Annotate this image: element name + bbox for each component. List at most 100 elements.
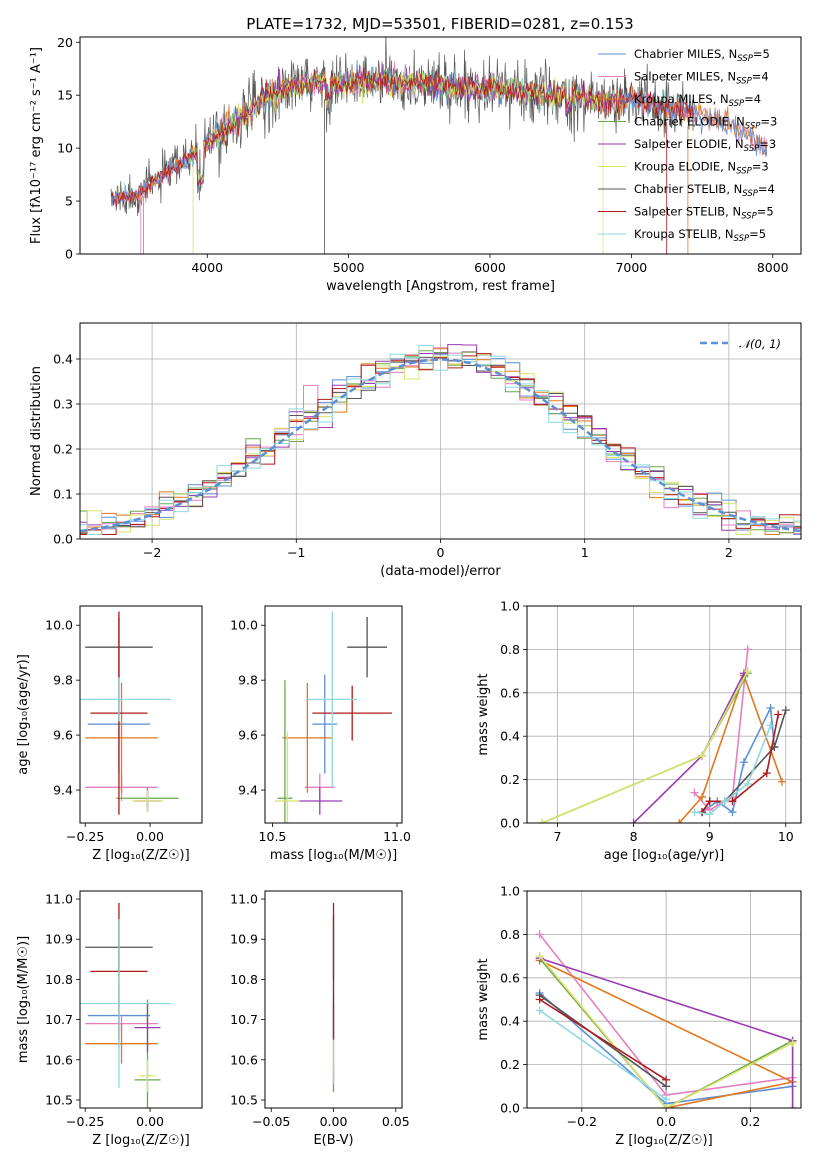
axes-z_age: −0.25 0.00 9.4 9.6 9.8 10.0 Z [log₁₀(Z/Z☉)] age… bbox=[16, 605, 203, 863]
x-tick-label: 5000 bbox=[333, 260, 365, 275]
legend-count: =4 bbox=[758, 182, 775, 196]
x-tick-label: 8 bbox=[630, 829, 638, 844]
weight-marker-kroupa_elodie bbox=[743, 667, 752, 676]
x-tick-label: 0.00 bbox=[136, 829, 164, 844]
legend-subscript: SSP bbox=[745, 122, 761, 132]
x-axis-label: age [log₁₀(age/yr)] bbox=[604, 848, 725, 863]
x-axis-label: E(B-V) bbox=[313, 1133, 353, 1148]
x-tick-label: 2 bbox=[725, 545, 733, 560]
weight-marker-kroupa_miles bbox=[675, 819, 684, 823]
weight-line-kroupa_elodie bbox=[538, 955, 793, 1108]
y-tick-label: 0.6 bbox=[500, 970, 520, 985]
weight-marker-kroupa_elodie bbox=[698, 751, 707, 760]
plot-frame bbox=[526, 890, 802, 1109]
histogram-kroupa_stelib bbox=[80, 345, 801, 535]
y-tick-label: 0.0 bbox=[53, 532, 73, 547]
weight-marker-kroupa_stelib bbox=[720, 797, 729, 806]
x-tick-label: −0.2 bbox=[567, 1114, 597, 1129]
y-tick-label: 1.0 bbox=[500, 884, 520, 899]
y-tick-label: 10.7 bbox=[45, 1012, 73, 1027]
spectrum-line-salpeter_stelib bbox=[110, 67, 695, 208]
y-tick-label: 10.7 bbox=[230, 1012, 258, 1027]
x-tick-label: 6000 bbox=[474, 260, 506, 275]
y-tick-label: 0.8 bbox=[500, 642, 520, 657]
legend-text: Chabrier ELODIE, N bbox=[634, 115, 745, 129]
weight-marker-salpeter_stelib bbox=[662, 1075, 671, 1084]
x-tick-label: 7000 bbox=[615, 260, 647, 275]
x-tick-label: 0.05 bbox=[382, 1114, 410, 1129]
weight-marker-kroupa_elodie bbox=[788, 1038, 797, 1047]
weight-marker-salpeter_elodie bbox=[788, 1104, 797, 1108]
plot-frame bbox=[526, 605, 802, 824]
axes-spectrum: 4000 5000 6000 7000 8000 0 5 10 15 20 wavelength [… bbox=[29, 35, 802, 294]
weight-marker-kroupa_stelib bbox=[690, 808, 699, 817]
legend-subscript: SSP bbox=[736, 77, 752, 87]
x-axis-label: mass [log₁₀(M/M☉)] bbox=[270, 848, 397, 863]
legend-count: =5 bbox=[749, 227, 766, 241]
legend-label-kroupa_stelib: Kroupa STELIB, NSSP=5 bbox=[634, 227, 766, 244]
legend-text: Salpeter MILES, N bbox=[634, 70, 736, 84]
y-tick-label: 1.0 bbox=[500, 599, 520, 614]
y-tick-label: 0.6 bbox=[500, 685, 520, 700]
y-axis-label: mass [log₁₀(M/M☉)] bbox=[16, 936, 31, 1063]
x-tick-label: 8000 bbox=[757, 260, 789, 275]
x-tick-label: 10 bbox=[778, 829, 794, 844]
x-axis-label: wavelength [Angstrom, rest frame] bbox=[326, 279, 555, 294]
y-tick-label: 0.4 bbox=[53, 352, 73, 367]
x-tick-label: 11.0 bbox=[383, 829, 411, 844]
y-tick-label: 0.2 bbox=[500, 772, 520, 787]
weight-marker-kroupa_miles bbox=[698, 792, 707, 801]
weight-marker-kroupa_elodie bbox=[538, 819, 547, 823]
errorbars-mass_age bbox=[274, 611, 393, 823]
plot-frame bbox=[264, 890, 403, 1109]
legend-subscript: SSP bbox=[729, 99, 745, 109]
y-tick-label: 15 bbox=[57, 88, 73, 103]
y-tick-label: 10.0 bbox=[45, 618, 73, 633]
x-axis-label: (data-model)/error bbox=[380, 564, 501, 579]
legend-label-kroupa_miles: Kroupa MILES, NSSP=4 bbox=[634, 92, 761, 109]
y-axis-label: age [log₁₀(age/yr)] bbox=[16, 654, 31, 775]
weight-marker-salpeter_miles bbox=[535, 930, 544, 939]
weight-marker-chabrier_miles bbox=[766, 703, 775, 712]
histogram-layer bbox=[80, 344, 801, 535]
weight-marker-kroupa_elodie bbox=[535, 952, 544, 961]
legend-text: Chabrier STELIB, N bbox=[634, 182, 742, 196]
y-tick-label: 0.2 bbox=[53, 442, 73, 457]
x-tick-label: −0.05 bbox=[252, 1114, 290, 1129]
weight-line-kroupa_stelib bbox=[539, 1009, 667, 1100]
y-axis-label: Flux [fλ10⁻¹⁷ erg cm⁻² s⁻¹ A⁻¹] bbox=[29, 47, 44, 244]
weight-marker-salpeter_stelib bbox=[535, 995, 544, 1004]
legend-label-chabrier_stelib: Chabrier STELIB, NSSP=4 bbox=[634, 182, 775, 199]
legend-label-chabrier_elodie: Chabrier ELODIE, NSSP=3 bbox=[634, 115, 777, 132]
legend-label-salpeter_stelib: Salpeter STELIB, NSSP=5 bbox=[634, 205, 774, 222]
y-tick-label: 9.6 bbox=[238, 728, 258, 743]
legend-text: Kroupa MILES, N bbox=[634, 92, 729, 106]
weight-marker-chabrier_miles bbox=[739, 758, 748, 767]
x-tick-label: 1 bbox=[581, 545, 589, 560]
y-tick-label: 20 bbox=[57, 35, 73, 50]
residual-legend: 𝒩(0, 1) bbox=[700, 337, 781, 351]
axes-residuals: −2 −1 0 1 2 0.0 0.1 0.2 0.3 0.4 (data-model)/error… bbox=[29, 322, 802, 579]
y-tick-label: 5 bbox=[65, 194, 73, 209]
weight-marker-chabrier_miles bbox=[728, 808, 737, 817]
x-tick-label: 10.5 bbox=[259, 829, 287, 844]
legend-subscript: SSP bbox=[742, 189, 758, 199]
x-axis-label: Z [log₁₀(Z/Z☉)] bbox=[92, 848, 189, 863]
legend-count: =3 bbox=[759, 137, 776, 151]
plot-frame bbox=[79, 36, 802, 255]
legend-count: =4 bbox=[744, 92, 761, 106]
plot-frame bbox=[79, 322, 802, 540]
weight-marker-kroupa_elodie bbox=[662, 1104, 671, 1108]
y-tick-label: 0.0 bbox=[500, 1101, 520, 1116]
lines-z_weight bbox=[535, 930, 797, 1108]
weight-marker-kroupa_stelib bbox=[743, 779, 752, 788]
axes-z_weight: −0.2 0.0 0.2 0.0 0.2 0.4 0.6 0.8 1.0 Z [log₁₀(Z/Z… bbox=[476, 884, 802, 1148]
x-tick-label: 0.00 bbox=[136, 1114, 164, 1129]
x-tick-label: 0.0 bbox=[656, 1114, 676, 1129]
legend-text: Salpeter ELODIE, N bbox=[634, 137, 744, 151]
y-tick-label: 9.4 bbox=[53, 783, 73, 798]
weight-line-salpeter_stelib bbox=[539, 998, 667, 1081]
x-tick-label: 7 bbox=[553, 829, 561, 844]
legend-subscript: SSP bbox=[741, 212, 757, 222]
weight-line-kroupa_miles bbox=[678, 672, 783, 823]
